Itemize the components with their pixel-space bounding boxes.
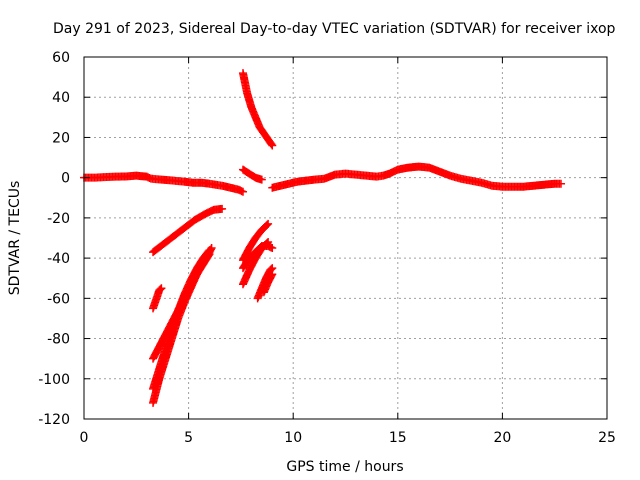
data-point	[264, 219, 273, 228]
axis-ticks	[83, 56, 608, 420]
series-steep-c	[149, 250, 214, 363]
y-tick-label: -120	[38, 412, 70, 428]
grid	[84, 57, 607, 419]
data-point	[156, 285, 165, 294]
x-axis-label: GPS time / hours	[286, 459, 403, 475]
series-cluster-e	[259, 270, 277, 297]
plot-frame	[83, 56, 608, 420]
data-point	[157, 284, 166, 293]
y-tick-label: 0	[61, 171, 70, 187]
y-tick-label: -40	[47, 251, 70, 267]
series-dip-near-8	[238, 165, 266, 184]
data-point	[238, 187, 247, 196]
data-point	[268, 270, 277, 279]
data-point	[257, 175, 266, 184]
data-point	[204, 251, 213, 260]
series-track-after-gap	[268, 162, 565, 192]
x-tick-label: 10	[284, 430, 302, 446]
x-tick-label: 15	[389, 430, 407, 446]
series-short-3.4	[149, 284, 166, 313]
data-point	[263, 220, 272, 229]
y-tick-labels: -120 -100 -80 -60 -40 -20 0 20 40 60	[38, 50, 70, 428]
data-point	[268, 244, 277, 253]
y-tick-label: 60	[52, 50, 70, 66]
x-tick-label: 20	[493, 430, 511, 446]
y-tick-label: -100	[38, 372, 70, 388]
series-rise-3-to-6.5	[149, 204, 227, 257]
x-tick-label: 0	[80, 430, 89, 446]
data-point	[268, 141, 277, 150]
y-tick-label: 20	[52, 130, 70, 146]
data-point	[218, 204, 227, 213]
series-main-track	[80, 171, 247, 196]
y-tick-label: 40	[52, 90, 70, 106]
data-point	[267, 140, 276, 149]
x-tick-labels: 0 5 10 15 20 25	[80, 430, 616, 446]
y-tick-label: -80	[47, 332, 70, 348]
x-tick-label: 25	[598, 430, 616, 446]
y-tick-label: -20	[47, 211, 70, 227]
data-point	[205, 250, 214, 259]
chart-title: Day 291 of 2023, Sidereal Day-to-day VTE…	[53, 21, 616, 37]
data-points	[80, 69, 565, 407]
y-tick-label: -60	[47, 291, 70, 307]
data-point	[556, 179, 565, 188]
series-spike-high	[238, 69, 277, 150]
x-tick-label: 5	[184, 430, 193, 446]
y-axis-label: SDTVAR / TECUs	[7, 181, 23, 296]
series-cluster-c	[238, 242, 277, 273]
